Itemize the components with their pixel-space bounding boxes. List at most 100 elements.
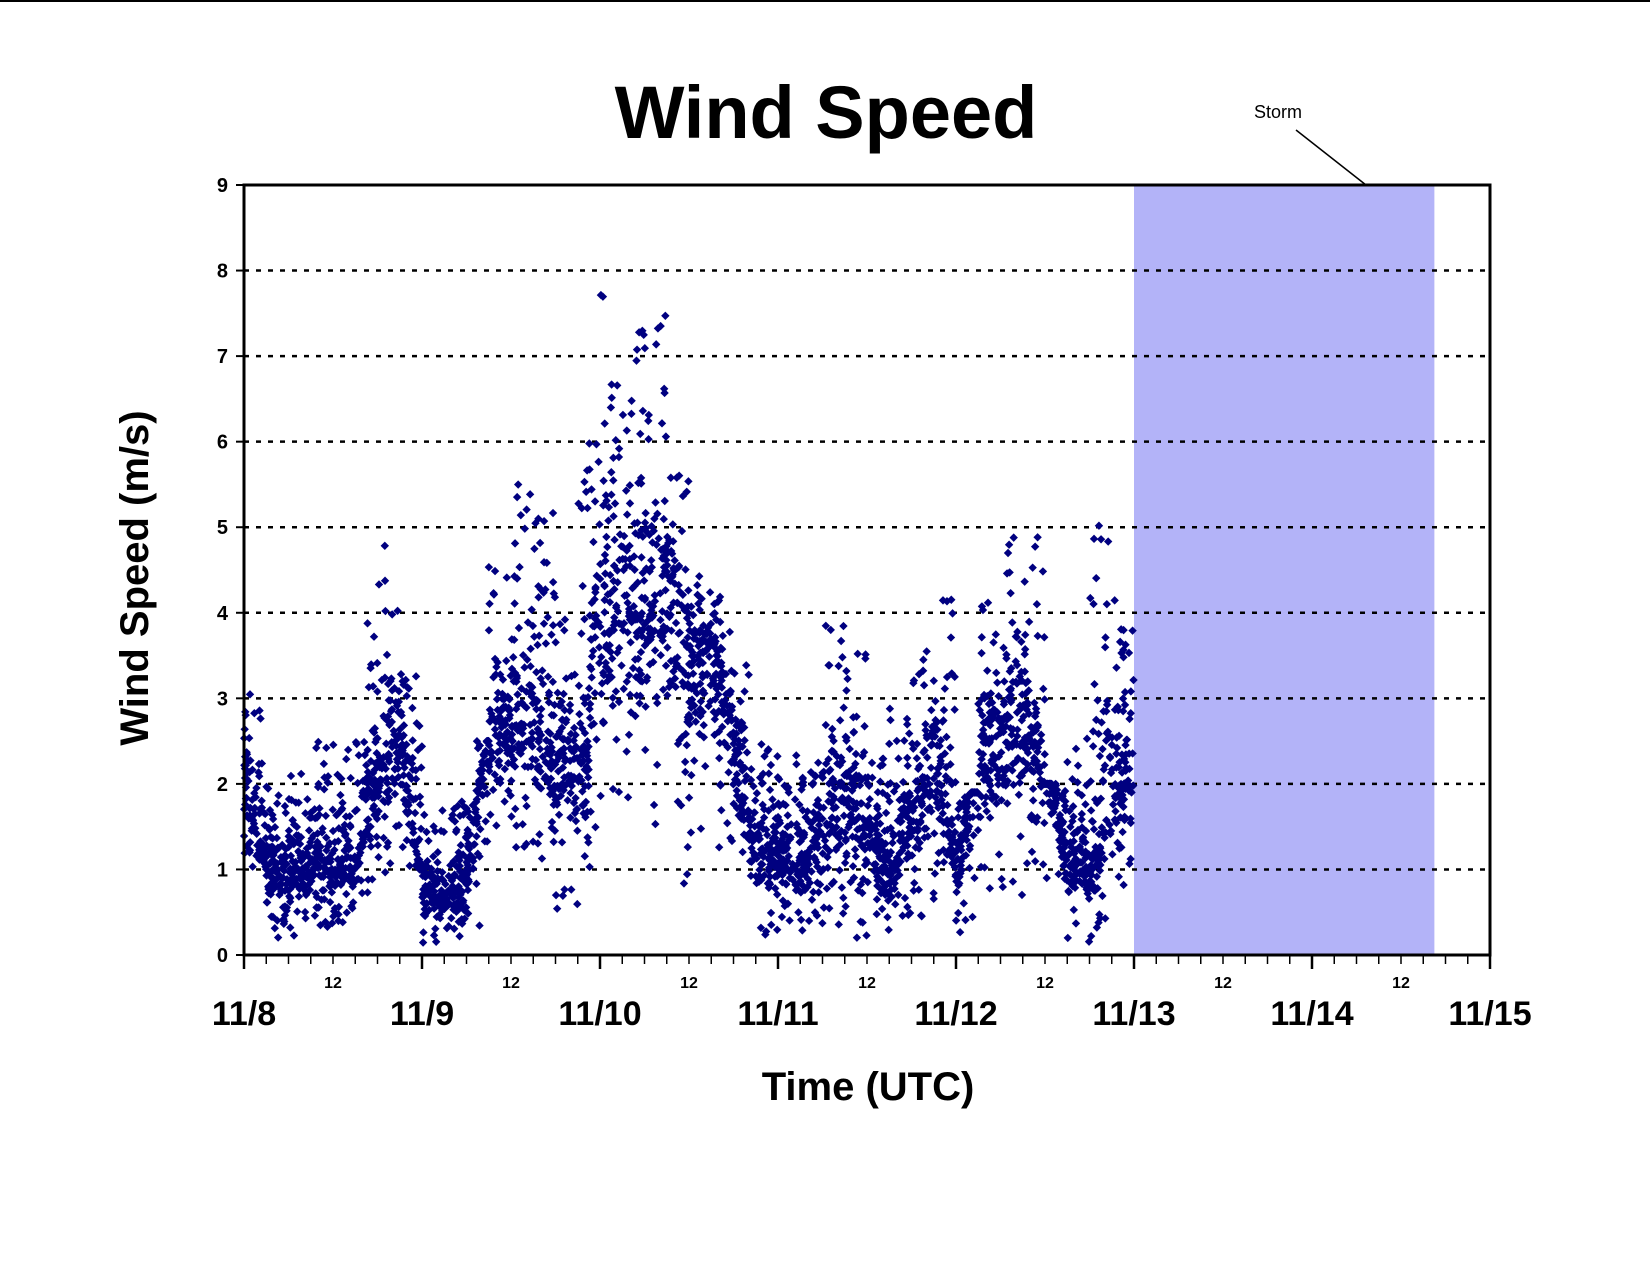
data-point: [1010, 737, 1019, 746]
data-point: [867, 825, 876, 835]
data-point: [730, 669, 739, 678]
data-point: [517, 684, 526, 693]
data-point: [709, 610, 718, 619]
data-point: [872, 801, 882, 811]
data-point: [501, 737, 510, 746]
data-point: [1069, 837, 1078, 846]
data-point: [644, 416, 653, 426]
data-point: [830, 784, 840, 793]
data-point: [611, 435, 620, 445]
data-point: [472, 813, 481, 822]
data-point: [370, 765, 379, 775]
data-point: [485, 766, 494, 776]
data-point: [621, 486, 631, 495]
data-point: [411, 774, 421, 784]
data-point: [526, 762, 536, 771]
data-point: [330, 845, 339, 855]
data-point: [408, 703, 417, 713]
data-point: [661, 432, 671, 441]
data-point: [871, 814, 881, 823]
data-point: [1098, 744, 1107, 754]
data-point: [695, 704, 705, 714]
data-point: [650, 514, 659, 523]
data-point: [580, 699, 590, 708]
data-point: [1110, 596, 1119, 605]
data-point: [279, 919, 289, 929]
data-point: [387, 705, 397, 714]
data-point: [302, 844, 312, 853]
data-point: [633, 578, 642, 587]
data-point: [1093, 861, 1103, 870]
data-point: [337, 774, 346, 783]
data-point: [1101, 914, 1110, 923]
data-point: [986, 781, 995, 790]
data-point: [320, 773, 329, 782]
data-point: [495, 739, 505, 748]
data-point: [506, 733, 515, 743]
data-point: [372, 832, 381, 842]
data-point: [600, 608, 609, 617]
data-point: [858, 841, 867, 850]
data-point: [432, 912, 441, 922]
data-point: [736, 723, 746, 733]
data-point: [399, 721, 409, 730]
data-point: [1123, 776, 1133, 785]
data-point: [746, 871, 756, 881]
data-point: [1117, 648, 1126, 658]
data-point: [510, 539, 520, 548]
data-point: [500, 797, 509, 806]
data-point: [531, 519, 540, 528]
data-point: [527, 605, 536, 614]
data-point: [399, 771, 408, 780]
data-point: [362, 773, 372, 782]
y-tick-label: 1: [217, 859, 228, 881]
data-point: [513, 726, 522, 735]
data-point: [969, 798, 978, 808]
data-point: [815, 880, 825, 889]
data-point: [877, 904, 887, 914]
data-point: [895, 849, 904, 858]
data-point: [245, 838, 255, 847]
data-point: [908, 826, 918, 836]
data-point: [241, 761, 251, 770]
data-point: [425, 880, 434, 889]
storm-shaded-region: [1134, 185, 1435, 955]
data-point: [390, 789, 400, 799]
data-point: [951, 872, 960, 881]
data-point: [919, 681, 929, 690]
data-point: [604, 503, 614, 512]
data-point: [368, 875, 377, 884]
data-point: [470, 840, 479, 849]
data-point: [488, 785, 498, 795]
data-point: [570, 723, 579, 733]
data-point: [759, 848, 768, 857]
data-point: [838, 653, 847, 662]
data-point: [832, 815, 842, 825]
data-point: [848, 832, 857, 841]
data-point: [307, 876, 316, 886]
data-point: [1106, 826, 1116, 836]
data-point: [1021, 740, 1030, 749]
data-point: [453, 899, 463, 908]
data-point: [464, 854, 473, 863]
data-point: [892, 853, 902, 862]
data-point: [744, 670, 753, 680]
data-point: [530, 544, 539, 553]
data-point: [507, 743, 516, 753]
data-point: [898, 911, 907, 920]
data-point: [1032, 757, 1042, 766]
data-point: [694, 599, 703, 608]
data-point: [1042, 873, 1051, 883]
data-point: [846, 812, 856, 822]
data-point: [879, 754, 888, 763]
data-point: [768, 834, 777, 843]
data-point: [1118, 694, 1128, 703]
data-point: [1066, 838, 1075, 847]
data-point: [539, 558, 549, 567]
data-point: [595, 574, 605, 584]
data-point: [483, 737, 492, 746]
data-point: [980, 732, 990, 742]
data-point: [769, 848, 779, 857]
data-point: [610, 561, 619, 570]
data-point: [345, 812, 354, 821]
